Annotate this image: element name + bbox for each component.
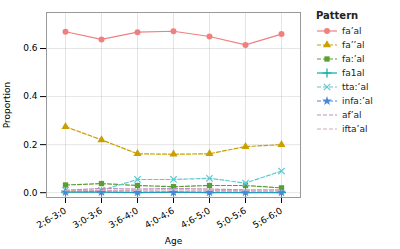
html-text:fa1al: fa1al <box>342 68 365 78</box>
svg-text:4;6-5;0: 4;6-5;0 <box>179 205 212 230</box>
html-text:tta:’al: tta:’al <box>342 82 369 92</box>
svg-text:0.6: 0.6 <box>23 43 38 53</box>
svg-text:Proportion: Proportion <box>2 82 12 128</box>
svg-text:0.2: 0.2 <box>23 140 37 150</box>
html-text:Pattern: Pattern <box>316 10 359 21</box>
html-text:af’al: af’al <box>342 110 362 120</box>
svg-text:2;6-3;0: 2;6-3;0 <box>35 205 68 230</box>
html-text:fa’al: fa’al <box>342 26 362 36</box>
svg-text:5;6-6;0: 5;6-6;0 <box>251 205 284 230</box>
html-text:fa:’al: fa:’al <box>342 54 365 64</box>
svg-text:3;6-4;0: 3;6-4;0 <box>107 205 140 230</box>
svg-text:4;0-4;6: 4;0-4;6 <box>143 205 176 230</box>
svg-text:0.0: 0.0 <box>23 188 38 198</box>
html-text:fa’’al: fa’’al <box>342 40 365 50</box>
svg-text:5;0-5;6: 5;0-5;6 <box>215 205 248 230</box>
svg-text:Age: Age <box>165 236 183 246</box>
html-text:ifta’al: ifta’al <box>342 124 368 134</box>
svg-text:0.4: 0.4 <box>23 91 38 101</box>
html-text:infa:’al: infa:’al <box>342 96 373 106</box>
svg-text:3;0-3;6: 3;0-3;6 <box>71 205 104 230</box>
